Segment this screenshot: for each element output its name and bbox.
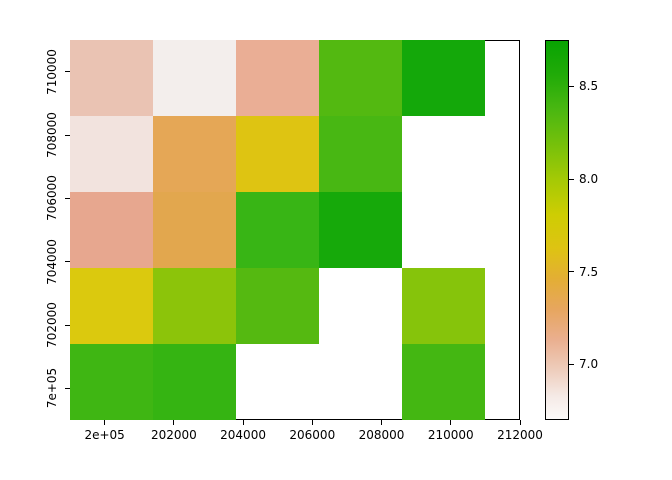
x-tick-label: 208000 bbox=[358, 428, 405, 442]
heatmap-cell bbox=[236, 192, 320, 268]
legend-tick-mark bbox=[569, 363, 574, 365]
legend-tick-mark bbox=[569, 178, 574, 180]
x-tick-label: 2e+05 bbox=[84, 428, 125, 442]
y-tick-mark bbox=[65, 324, 70, 326]
x-tick-mark bbox=[311, 420, 313, 425]
y-tick-mark bbox=[65, 71, 70, 73]
heatmap-cell bbox=[70, 116, 154, 192]
x-tick-mark bbox=[381, 420, 383, 425]
y-tick-label: 710000 bbox=[45, 48, 59, 95]
heatmap-cell bbox=[236, 116, 320, 192]
legend-tick-label: 7.0 bbox=[579, 357, 599, 372]
heatmap-cell bbox=[402, 268, 486, 344]
heatmap-cell bbox=[153, 192, 237, 268]
heatmap-cell bbox=[236, 268, 320, 344]
x-tick-label: 202000 bbox=[150, 428, 197, 442]
legend-tick-mark bbox=[569, 271, 574, 273]
x-tick-mark bbox=[104, 420, 106, 425]
heatmap-cell bbox=[402, 40, 486, 116]
y-tick-label: 706000 bbox=[45, 175, 59, 222]
y-tick-label: 704000 bbox=[45, 238, 59, 285]
heatmap-cell bbox=[319, 192, 403, 268]
heatmap-cell bbox=[153, 40, 237, 116]
legend-tick-mark bbox=[569, 85, 574, 87]
heatmap-cell bbox=[153, 344, 237, 420]
y-tick-mark bbox=[65, 197, 70, 199]
heatmap-cell bbox=[319, 116, 403, 192]
legend-tick-label: 8.5 bbox=[579, 79, 599, 94]
heatmap-cell bbox=[70, 192, 154, 268]
heatmap-cell bbox=[70, 40, 154, 116]
heatmap-cell bbox=[153, 116, 237, 192]
heatmap-cell bbox=[402, 344, 486, 420]
heatmap-cell bbox=[153, 268, 237, 344]
x-tick-mark bbox=[519, 420, 521, 425]
legend-tick-label: 7.5 bbox=[579, 264, 599, 279]
y-tick-label: 702000 bbox=[45, 302, 59, 348]
x-tick-label: 210000 bbox=[427, 428, 474, 442]
x-tick-label: 212000 bbox=[497, 428, 543, 442]
heatmap-cell bbox=[70, 344, 154, 420]
y-tick-mark bbox=[65, 134, 70, 136]
y-tick-label: 7e+05 bbox=[45, 368, 59, 409]
y-tick-label: 708000 bbox=[45, 112, 59, 158]
x-tick-label: 204000 bbox=[220, 428, 266, 442]
plot-area bbox=[70, 40, 520, 420]
heatmap-cell bbox=[319, 40, 403, 116]
y-tick-mark bbox=[65, 387, 70, 389]
x-tick-mark bbox=[242, 420, 244, 425]
heatmap-cell bbox=[70, 268, 154, 344]
y-tick-mark bbox=[65, 261, 70, 263]
x-tick-mark bbox=[173, 420, 175, 425]
legend-gradient-bar bbox=[545, 40, 569, 420]
x-tick-mark bbox=[450, 420, 452, 425]
legend-tick-label: 8.0 bbox=[579, 172, 599, 187]
x-tick-label: 206000 bbox=[289, 428, 336, 442]
heatmap-cell bbox=[236, 40, 320, 116]
